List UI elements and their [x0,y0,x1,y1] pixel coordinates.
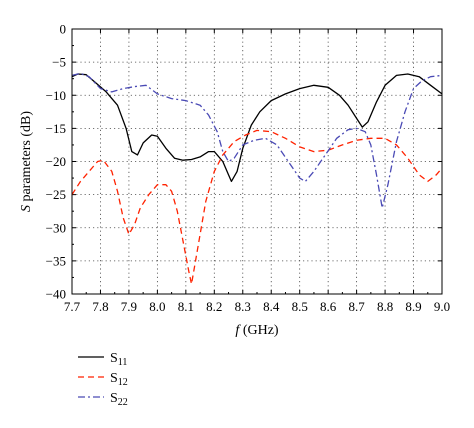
series-layer [71,72,443,285]
legend-label-s22: S22 [110,391,128,408]
series-line-s11 [71,73,443,183]
x-tick-label: 8.7 [348,299,365,314]
y-tick-label: −15 [46,121,66,136]
x-tick-label: 9.0 [434,299,450,314]
legend-symbol: S [110,391,118,406]
x-tick-label: 8.5 [292,299,308,314]
legend-subscript: 22 [118,397,128,408]
y-tick-labels: 0 −5 −10 −15 −20 −25 −30 −35 −40 [46,22,66,302]
y-tick-label: 0 [60,22,67,37]
y-tick-label: −35 [46,253,66,268]
legend-label-s11: S11 [110,351,127,368]
x-axis-symbol: f [235,323,241,338]
x-tick-labels: 7.7 7.8 7.9 8.0 8.1 8.2 8.3 8.4 8.5 8.6 8.7 8.8 8.9 9… [64,299,450,314]
x-tick-label: 7.8 [92,299,108,314]
y-axis-rest: parameters (dB) [19,111,34,205]
legend-subscript: 11 [118,357,128,368]
legend-label-s12: S12 [110,371,128,388]
series-line-s12 [71,129,443,285]
x-tick-label: 8.2 [206,299,222,314]
x-tick-label: 8.8 [377,299,393,314]
x-tick-label: 8.0 [149,299,165,314]
grid [72,29,442,294]
y-tick-label: −5 [52,55,66,70]
x-axis-unit: (GHz) [239,323,279,338]
plot-frame [71,28,443,295]
x-tick-label: 8.3 [235,299,251,314]
x-tick-label: 8.4 [263,299,280,314]
y-tick-label: −20 [46,154,66,169]
x-tick-label: 7.7 [64,299,81,314]
y-axis-label: S parameters (dB) [19,111,34,212]
x-tick-label: 8.6 [320,299,337,314]
legend-symbol: S [110,351,118,366]
y-tick-label: −25 [46,187,66,202]
x-axis-label: f (GHz) [235,323,278,338]
y-axis-symbol: S [19,205,34,212]
legend-symbol: S [110,371,118,386]
x-tick-label: 8.9 [405,299,421,314]
y-tick-label: −40 [46,287,66,302]
legend-subscript: 12 [118,377,128,388]
x-tick-label: 8.1 [178,299,194,314]
y-tick-label: −10 [46,88,66,103]
x-tick-label: 7.9 [121,299,137,314]
y-tick-label: −30 [46,220,66,235]
series-line-s22 [71,72,443,209]
